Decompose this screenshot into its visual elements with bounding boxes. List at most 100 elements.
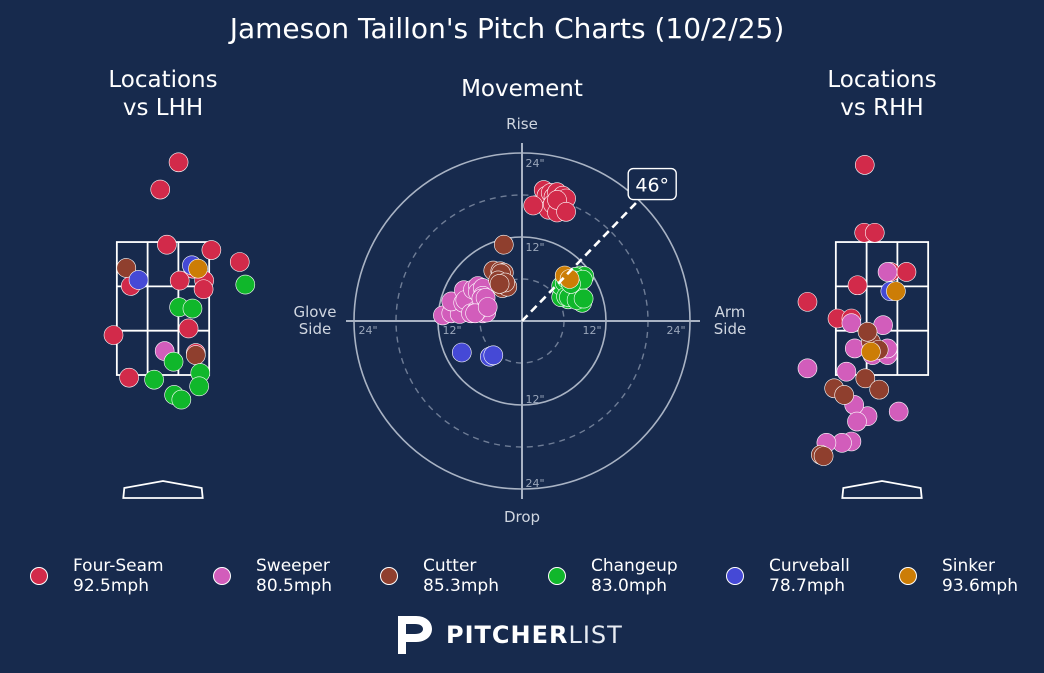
axis-label-drop: Drop [504, 508, 540, 526]
arm-angle-box [627, 167, 677, 201]
movement-points [433, 180, 595, 367]
lhh-point-four-seam [150, 179, 171, 200]
arm-angle-line [521, 195, 644, 322]
lhh-point-four-seam [103, 325, 124, 345]
ring-label-top: 24" [525, 157, 544, 170]
locations-rhh-points [797, 155, 917, 466]
lhh-point-cutter [186, 345, 206, 365]
movement-point-sinker [559, 269, 580, 289]
rhh-point-cutter [855, 368, 876, 389]
rhh-point-sweeper [797, 358, 818, 379]
movement-point-cutter [493, 234, 514, 255]
wordmark-bold: PITCHER [446, 621, 569, 649]
lhh-point-sinker [188, 258, 208, 279]
lhh-point-cutter [116, 258, 137, 278]
lhh-point-four-seam [168, 152, 189, 173]
legend-marker [30, 567, 48, 585]
rhh-point-four-seam [854, 155, 875, 175]
lhh-point-four-seam [201, 240, 222, 260]
movement-polar-grid: 12" 12" 12" 12" 24" 24" 24" 24" [346, 143, 700, 499]
rhh-point-sweeper [877, 262, 898, 282]
ring-label-right: 24" [666, 324, 685, 337]
pitcherlist-logo: PITCHERLIST [394, 612, 634, 658]
legend-marker [380, 567, 398, 585]
rhh-point-four-seam [896, 262, 917, 282]
legend-pitch-name: Cutter [423, 556, 477, 576]
home-plate-lhh [122, 480, 204, 499]
locations-rhh-title-line-2: vs RHH [840, 95, 923, 121]
lhh-point-four-seam [229, 252, 250, 272]
rhh-point-cutter [813, 446, 834, 466]
axis-label-rise: Rise [506, 115, 538, 133]
locations-lhh-points [103, 152, 256, 410]
lhh-point-changeup [189, 376, 209, 397]
movement-point-changeup [573, 288, 594, 309]
movement-title: Movement [461, 76, 583, 102]
locations-rhh-title-line-1: Locations [827, 67, 936, 93]
rhh-point-four-seam [797, 292, 818, 312]
pitcherlist-logo-icon [398, 616, 432, 654]
rhh-point-cutter [869, 379, 890, 400]
strike-zone-outline [834, 241, 930, 376]
legend-pitch-speed: 93.6mph [942, 576, 1018, 596]
ring-label-left: 24" [358, 324, 377, 337]
legend-pitch-name: Curveball [769, 556, 850, 576]
locations-lhh-title-line-2: vs LHH [123, 95, 203, 121]
lhh-point-four-seam [193, 279, 214, 300]
lhh-point-changeup [163, 351, 184, 372]
home-plate-outline [122, 480, 204, 499]
legend-pitch-name: Sweeper [256, 556, 330, 576]
legend-pitch-name: Sinker [942, 556, 995, 576]
lhh-point-changeup [235, 274, 256, 295]
lhh-point-changeup [182, 298, 203, 319]
home-plate-rhh [841, 480, 923, 499]
legend-marker [548, 567, 566, 585]
rhh-point-cutter [857, 321, 878, 342]
rhh-point-sweeper [847, 411, 867, 432]
lhh-point-four-seam [178, 318, 199, 339]
movement-point-curveball [451, 342, 472, 363]
legend-pitch-name: Changeup [591, 556, 678, 576]
legend-marker [213, 567, 231, 585]
chart-title: Jameson Taillon's Pitch Charts (10/2/25) [228, 12, 785, 45]
movement-panel: Movement 12" 12" 12" 12" 24" 24" 24" 24" Rise D… [293, 76, 746, 526]
ring-label-left: 12" [442, 324, 461, 337]
rhh-point-sinker [861, 341, 881, 362]
lhh-point-four-seam [157, 234, 177, 255]
legend-marker [899, 567, 917, 585]
legend-pitch-speed: 83.0mph [591, 576, 667, 596]
movement-point-sweeper [477, 297, 498, 317]
movement-point-four-seam [523, 195, 544, 216]
locations-lhh-panel: Locations vs LHH [103, 67, 256, 499]
locations-rhh-panel: Locations vs RHH [797, 67, 937, 499]
axis-label-glove-side: Glove Side [293, 303, 336, 338]
ring-label-top: 12" [525, 241, 544, 254]
ring-label-right: 12" [582, 324, 601, 337]
legend-pitch-speed: 80.5mph [256, 576, 332, 596]
legend-pitch-speed: 92.5mph [73, 576, 149, 596]
legend-marker [726, 567, 744, 585]
rhh-point-four-seam [864, 222, 885, 243]
pitcherlist-wordmark: PITCHERLIST [446, 621, 623, 649]
locations-lhh-title-line-1: Locations [108, 67, 217, 93]
rhh-point-sweeper [841, 313, 862, 333]
home-plate-outline [841, 480, 923, 499]
legend-pitch-speed: 85.3mph [423, 576, 499, 596]
rhh-point-sweeper [888, 401, 909, 422]
lhh-point-changeup [171, 389, 192, 410]
rhh-point-cutter [834, 385, 854, 405]
ring-label-bottom: 24" [525, 477, 544, 490]
lhh-point-curveball [128, 270, 149, 290]
movement-point-cutter [489, 274, 510, 294]
lhh-point-four-seam [169, 270, 190, 291]
pitch-legend: Four-Seam 92.5mph Sweeper 80.5mph Cutter 85.3… [0, 552, 1044, 602]
rhh-point-sinker [886, 281, 906, 302]
wordmark-light: LIST [568, 621, 623, 649]
ring-label-bottom: 12" [525, 393, 544, 406]
lhh-point-four-seam [119, 367, 139, 388]
movement-point-curveball [483, 345, 504, 366]
rhh-point-sweeper [836, 361, 857, 382]
legend-pitch-name: Four-Seam [73, 556, 164, 576]
arm-angle-label: 46° [635, 175, 669, 197]
